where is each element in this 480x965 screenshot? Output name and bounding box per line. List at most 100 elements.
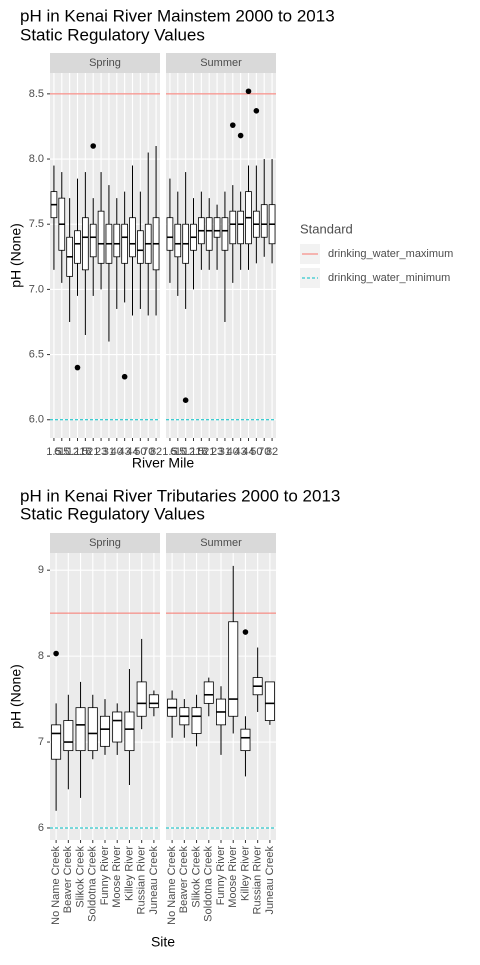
y-axis-title: pH (None) [8, 223, 24, 288]
facet-strip [166, 53, 276, 73]
outlier [53, 650, 59, 657]
facet-label: Spring [89, 537, 121, 549]
facet-strip [50, 53, 160, 73]
y-axis-title: pH (None) [8, 664, 24, 729]
x-tick-label: 82 [266, 446, 278, 458]
x-tick-label: Beaver Creek [178, 846, 190, 914]
x-tick-label: 23 [211, 446, 223, 458]
box [112, 711, 123, 743]
x-tick-label: 43 [119, 446, 131, 458]
x-tick-label: 44 [242, 446, 254, 458]
y-tick-label: 6 [38, 822, 44, 834]
y-tick-label: 6.0 [29, 414, 44, 426]
x-tick-label: Funny River [215, 846, 227, 906]
x-tick-label: 10.1 [175, 446, 196, 458]
x-tick-label: 70 [258, 446, 270, 458]
x-tick-label: 1.5 [46, 446, 61, 458]
x-tick-label: 21 [203, 446, 215, 458]
box [75, 707, 86, 752]
facet-label: Summer [200, 57, 242, 69]
y-tick-label: 7.5 [29, 218, 44, 230]
box [121, 223, 128, 264]
x-tick-label: Killey River [123, 846, 135, 901]
outlier [90, 143, 97, 149]
x-axis-title: Site [151, 934, 175, 950]
x-tick-label: 18 [195, 446, 207, 458]
chart-title: Static Regulatory Values [20, 25, 205, 44]
x-tick-label: 6.5 [54, 446, 69, 458]
box [228, 621, 239, 717]
outlier [74, 364, 81, 371]
box [213, 217, 221, 238]
x-tick-label: 12.5 [67, 446, 88, 458]
x-tick-label: 50 [134, 446, 146, 458]
box [205, 217, 213, 251]
box [97, 210, 105, 264]
x-tick-label: 10.1 [59, 446, 80, 458]
x-tick-label: 12.5 [183, 446, 204, 458]
x-tick-label: 31 [219, 446, 231, 458]
x-tick-label: 1.5 [162, 446, 177, 458]
box [100, 715, 110, 747]
y-tick-label: 7.0 [29, 283, 44, 295]
outlier [253, 108, 260, 114]
y-tick-label: 8 [38, 650, 44, 662]
x-tick-label: No Name Creek [166, 846, 178, 925]
box [148, 694, 159, 709]
box [174, 223, 182, 258]
x-tick-label: Moose River [227, 846, 239, 908]
x-tick-label: 70 [142, 446, 154, 458]
outlier [121, 373, 128, 380]
y-tick-label: 8.0 [29, 153, 44, 165]
x-tick-label: 21 [87, 446, 99, 458]
y-tick-label: 6.5 [29, 348, 44, 360]
box [237, 210, 244, 245]
x-tick-label: 43 [235, 446, 247, 458]
x-tick-label: Slikok Creek [74, 846, 86, 908]
box [63, 720, 74, 752]
x-tick-label: 40 [227, 446, 239, 458]
x-tick-label: Beaver Creek [62, 846, 74, 914]
x-tick-label: Killey River [239, 846, 251, 901]
y-tick-label: 7 [38, 736, 44, 748]
x-tick-label: Soldotna Creek [87, 846, 99, 922]
legend-label: drinking_water_minimum [328, 272, 450, 284]
box [113, 223, 121, 258]
x-axis-title: River Mile [132, 455, 194, 471]
y-tick-label: 8.5 [29, 88, 44, 100]
box [264, 681, 275, 721]
legend-title: Standard [300, 221, 353, 236]
x-tick-label: Soldotna Creek [203, 846, 215, 922]
x-tick-label: 31 [103, 446, 115, 458]
x-tick-label: No Name Creek [50, 846, 62, 925]
x-tick-label: 40 [111, 446, 123, 458]
x-tick-label: Juneau Creek [264, 846, 276, 915]
x-tick-label: 18 [79, 446, 91, 458]
facet-strip [50, 533, 160, 553]
box [137, 230, 144, 264]
x-tick-label: 23 [95, 446, 107, 458]
x-tick-label: Slikok Creek [190, 846, 202, 908]
chart-title: pH in Kenai River Mainstem 2000 to 2013 [20, 6, 335, 25]
box [166, 217, 174, 251]
outlier [237, 132, 244, 139]
facet-label: Summer [200, 537, 242, 549]
box [240, 728, 251, 752]
box [191, 707, 202, 734]
box [203, 681, 214, 704]
x-tick-label: Funny River [99, 846, 111, 906]
x-tick-label: 50 [250, 446, 262, 458]
box [74, 230, 81, 264]
box [87, 707, 98, 752]
box [136, 681, 147, 717]
box [229, 210, 237, 245]
chart-title: pH in Kenai River Tributaries 2000 to 20… [20, 486, 340, 505]
legend-label: drinking_water_maximum [328, 248, 453, 260]
facet-strip [166, 533, 276, 553]
facet-label: Spring [89, 57, 121, 69]
x-tick-label: 82 [150, 446, 162, 458]
x-tick-label: Russian River [136, 846, 148, 915]
x-tick-label: Russian River [252, 846, 264, 915]
x-tick-label: 6.5 [170, 446, 185, 458]
